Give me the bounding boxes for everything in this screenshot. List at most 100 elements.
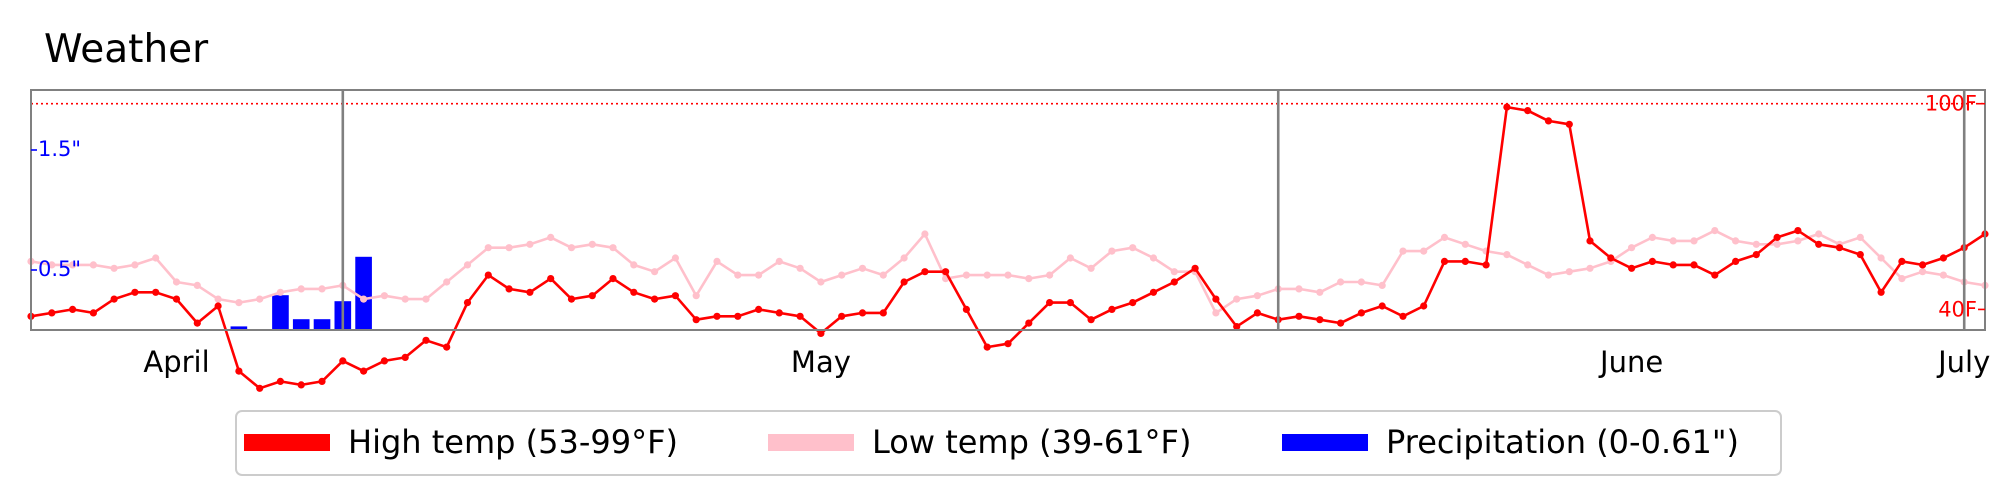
high-temp-point bbox=[588, 292, 596, 300]
precipitation-legend-swatch bbox=[1282, 434, 1368, 451]
low-temp-point bbox=[775, 257, 783, 265]
high-temp-point bbox=[858, 309, 867, 317]
low-temp-point bbox=[1357, 278, 1365, 286]
high-temp-point bbox=[1648, 257, 1656, 265]
high-temp-point bbox=[360, 367, 368, 375]
temp-tick-label: 100F bbox=[1925, 92, 1977, 116]
low-temp-point bbox=[276, 288, 284, 296]
plot-border bbox=[30, 89, 1986, 331]
high-temp-point bbox=[817, 329, 825, 337]
low-temp-point bbox=[214, 295, 222, 303]
high-temp-point bbox=[775, 309, 783, 317]
low-temp-point bbox=[193, 281, 201, 289]
high-temp-point bbox=[1794, 227, 1802, 235]
low-temp-point bbox=[1212, 309, 1220, 317]
low-temp-point bbox=[1565, 268, 1573, 276]
low-temp-legend-swatch bbox=[768, 434, 854, 451]
low-temp-point bbox=[1919, 268, 1927, 276]
high-temp-point bbox=[1524, 107, 1532, 115]
plot-area: April May June July 1.5" 0.5" 100F 40F bbox=[27, 89, 1990, 392]
high-temp-legend-label: High temp (53-99°F) bbox=[348, 423, 678, 461]
high-temp-point bbox=[422, 336, 430, 344]
low-temp-point bbox=[256, 295, 264, 303]
high-temp-point bbox=[1129, 299, 1137, 307]
low-temp-point bbox=[651, 268, 659, 276]
low-temp-point bbox=[588, 240, 596, 248]
high-temp-point bbox=[1482, 261, 1490, 269]
low-temp-point bbox=[48, 261, 56, 269]
low-temp-point bbox=[1752, 240, 1760, 248]
low-temp-point bbox=[609, 244, 617, 252]
low-temp-point bbox=[838, 271, 846, 279]
low-temp-point bbox=[1773, 240, 1781, 248]
high-temp-point bbox=[1399, 312, 1407, 320]
low-temp-point bbox=[755, 271, 763, 279]
low-temp-point bbox=[1461, 240, 1469, 248]
high-temp-point bbox=[1877, 288, 1885, 296]
high-temp-point bbox=[131, 288, 139, 296]
low-temp-point bbox=[1420, 247, 1428, 255]
x-tick-label: June bbox=[1598, 345, 1663, 379]
low-temp-point bbox=[1711, 227, 1719, 235]
low-temp-point bbox=[360, 295, 368, 303]
high-temp-point bbox=[1004, 340, 1012, 348]
low-temp-point bbox=[858, 264, 867, 272]
precip-bar bbox=[313, 319, 331, 330]
high-temp-point bbox=[1191, 264, 1199, 272]
low-temp-point bbox=[983, 271, 991, 279]
low-temp-point bbox=[297, 285, 305, 293]
high-temp-point bbox=[1149, 288, 1158, 296]
high-temp-point bbox=[1898, 257, 1906, 265]
high-temp-point bbox=[921, 268, 929, 276]
x-tick-label: April bbox=[143, 345, 209, 379]
high-temp-point bbox=[1835, 244, 1844, 252]
low-temp-point bbox=[921, 230, 929, 238]
high-temp-point bbox=[879, 309, 887, 317]
high-temp-point bbox=[1586, 237, 1594, 245]
low-temp-point bbox=[734, 271, 742, 279]
high-temp-point bbox=[1628, 264, 1636, 272]
high-temp-point bbox=[89, 309, 97, 317]
low-temp-point bbox=[1690, 237, 1698, 245]
high-temp-point bbox=[1337, 319, 1345, 327]
high-temp-point bbox=[193, 319, 201, 327]
high-temp-point bbox=[318, 377, 326, 385]
high-temp-point bbox=[505, 285, 513, 293]
high-temp-point bbox=[1732, 257, 1740, 265]
high-temp-point bbox=[962, 305, 971, 313]
high-temp-point bbox=[630, 288, 638, 296]
low-temp-point bbox=[235, 299, 243, 307]
high-temp-point bbox=[1773, 233, 1781, 241]
low-temp-point bbox=[69, 261, 77, 269]
high-temp-point bbox=[235, 367, 243, 375]
low-temp-point bbox=[1004, 271, 1012, 279]
precip-bar bbox=[230, 326, 248, 330]
low-temp-point bbox=[1440, 233, 1449, 241]
low-temp-point bbox=[463, 261, 472, 269]
low-temp-point bbox=[1503, 251, 1511, 259]
high-temp-point bbox=[152, 288, 160, 296]
low-temp-point bbox=[900, 254, 908, 262]
high-temp-point bbox=[547, 275, 555, 283]
high-temp-point bbox=[1316, 316, 1324, 324]
high-temp-point bbox=[172, 295, 181, 303]
low-temp-point bbox=[1337, 278, 1345, 286]
high-temp-point bbox=[1087, 316, 1095, 324]
high-temp-point bbox=[214, 302, 222, 310]
low-temp-point bbox=[567, 244, 576, 252]
low-temp-point bbox=[422, 295, 430, 303]
high-temp-point bbox=[796, 312, 804, 320]
low-temp-point bbox=[526, 240, 534, 248]
high-temp-point bbox=[1378, 302, 1386, 310]
low-temp-point bbox=[1046, 271, 1054, 279]
low-temp-point bbox=[1544, 271, 1553, 279]
high-temp-point bbox=[1856, 251, 1864, 259]
high-temp-point bbox=[1544, 117, 1553, 125]
precip-tick-label: 1.5" bbox=[38, 137, 81, 161]
low-temp-point bbox=[1586, 264, 1594, 272]
high-temp-point bbox=[1295, 312, 1303, 320]
low-temp-point bbox=[152, 254, 160, 262]
legend-frame bbox=[235, 410, 1782, 476]
x-tick-label: July bbox=[1936, 345, 1990, 379]
